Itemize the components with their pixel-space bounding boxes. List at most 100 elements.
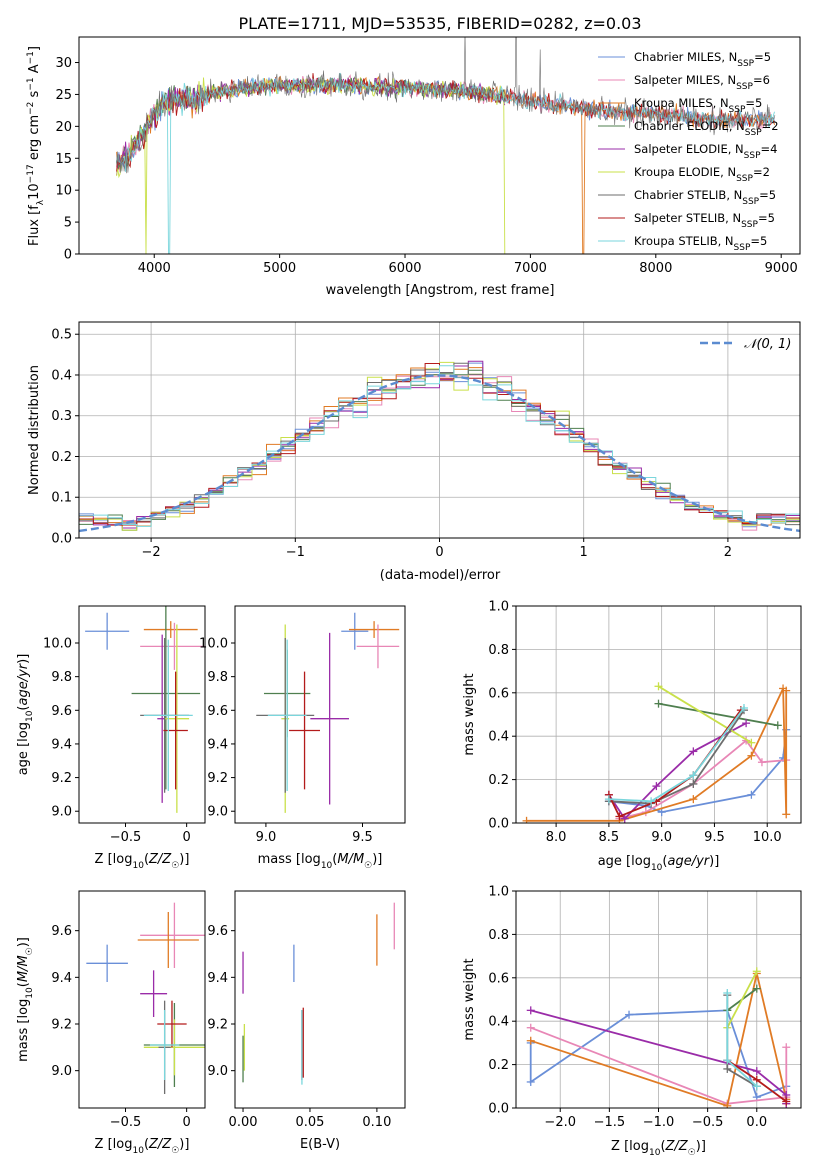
error-bar-point (143, 621, 198, 638)
error-bar-point (157, 1000, 187, 1048)
error-bar-point (140, 622, 205, 670)
mass-weight-marker (689, 795, 698, 804)
x-tick-label: 1 (580, 545, 588, 560)
mass-weight-marker (522, 816, 531, 823)
mass-weight-marker (657, 808, 666, 817)
mass-weight-line (530, 1026, 788, 1105)
y-axis-label: age [log10(age/yr)] (16, 654, 35, 776)
mass-weight-marker (757, 758, 766, 767)
mass-weight-line (726, 970, 758, 1029)
x-tick-label: 0.10 (362, 1115, 391, 1130)
y-tick-label: 9.0 (207, 1064, 228, 1079)
mass-weight-marker (526, 1006, 535, 1015)
legend-label: Chabrier MILES, NSSP=5 (634, 50, 771, 69)
mass-weight-line (658, 685, 752, 744)
legend-label: Salpeter MILES, NSSP=6 (634, 73, 770, 92)
y-tick-label: 0.0 (488, 1102, 509, 1117)
x-axis-label: Z [log10(Z/Z☉)] (95, 1137, 190, 1156)
x-tick-label: −1.0 (643, 1115, 675, 1130)
y-tick-label: 20 (55, 120, 72, 135)
mass-weight-marker (752, 984, 761, 993)
x-axis-label: age [log10(age/yr)] (598, 854, 720, 873)
plot-area (256, 612, 400, 813)
x-tick-label: −2 (142, 545, 161, 560)
error-bar-point (356, 624, 400, 669)
x-tick-label: 8.5 (599, 830, 620, 845)
mass-weight-marker (742, 719, 751, 728)
y-tick-label: 0.2 (51, 450, 72, 465)
x-tick-label: −1.5 (594, 1115, 626, 1130)
legend-label: Salpeter STELIB, NSSP=5 (634, 211, 775, 230)
y-tick-label: 9.6 (207, 924, 228, 939)
x-axis-label: mass [log10(M/M☉)] (258, 852, 383, 871)
y-tick-label: 0.4 (488, 730, 509, 745)
y-tick-label: 5 (64, 216, 72, 231)
y-tick-label: 9.0 (51, 805, 72, 820)
mass-weight-line (608, 707, 745, 803)
y-tick-label: 1.0 (488, 885, 509, 900)
x-tick-label: 6000 (388, 261, 421, 276)
error-bar-point (310, 632, 349, 805)
legend-label: Kroupa STELIB, NSSP=5 (634, 234, 767, 253)
normal-reference-curve (79, 374, 800, 533)
mass-weight-marker (689, 747, 698, 756)
mass-weight-line (608, 729, 788, 814)
y-tick-label: 25 (55, 88, 72, 103)
y-axis-label: Flux [fλ10−17 erg cm−2 s−1 A−1] (26, 46, 46, 246)
legend-label: Kroupa MILES, NSSP=5 (634, 96, 762, 115)
x-tick-label: 10.0 (753, 830, 782, 845)
y-tick-label: 0.1 (51, 491, 72, 506)
panel-spectrum: 4000 5000 6000 7000 8000 9000 0 5 10 15 20 25 30 wave… (26, 36, 801, 298)
x-tick-label: −0.5 (110, 830, 142, 845)
y-tick-label: 9.4 (207, 737, 228, 752)
error-bar-point (267, 639, 307, 792)
y-tick-label: 0.0 (51, 532, 72, 547)
x-tick-label: 0 (183, 830, 191, 845)
mass-weight-marker (782, 1097, 791, 1106)
mass-weight-marker (526, 1036, 535, 1045)
plot-area (116, 37, 776, 254)
y-tick-label: 9.2 (51, 1018, 72, 1033)
panel-residuals: −2 −1 0 1 2 0.0 0.1 0.2 0.3 0.4 0.5 (data-model)/er… (27, 321, 801, 583)
mass-weight-marker (654, 682, 663, 691)
y-axis-label: Normed distribution (27, 365, 42, 495)
y-tick-label: 30 (55, 56, 72, 71)
mass-weight-marker (615, 812, 624, 821)
error-bar-point (289, 671, 320, 790)
panel-mass_weight_vs_Z: −2.0 −1.5 −1.0 −0.5 0.0 0.0 0.2 0.4 0.6 0.8 1.0 Z [… (462, 885, 802, 1158)
y-tick-label: 0.8 (488, 928, 509, 943)
x-tick-label: 0 (183, 1115, 191, 1130)
mass-weight-marker (782, 810, 791, 819)
legend-label: Salpeter ELODIE, NSSP=4 (634, 142, 777, 161)
error-bar-point (348, 621, 400, 638)
error-bar-point (143, 1019, 205, 1076)
histogram-step (79, 365, 800, 527)
mass-weight-marker (747, 738, 756, 747)
y-tick-label: 0.3 (51, 409, 72, 424)
mass-weight-marker (625, 1010, 634, 1019)
y-tick-label: 10.0 (199, 637, 228, 652)
panel-age_vs_Z: −0.5 0 9.0 9.2 9.4 9.6 9.8 10.0 Z [log10(Z/Z☉)] a… (16, 605, 206, 871)
legend-label: Kroupa ELODIE, NSSP=2 (634, 165, 770, 184)
y-tick-label: 10.0 (43, 637, 72, 652)
legend-label: Chabrier STELIB, NSSP=5 (634, 188, 776, 207)
y-tick-label: 9.2 (51, 771, 72, 786)
plot-area (86, 902, 205, 1094)
error-bar-point (149, 1010, 180, 1080)
plot-area (85, 606, 205, 813)
x-tick-label: 7000 (514, 261, 547, 276)
x-tick-label: 9.0 (651, 830, 672, 845)
axes-frame (234, 890, 406, 1109)
mass-weight-marker (652, 782, 661, 791)
mass-weight-marker (647, 797, 656, 806)
y-tick-label: 1.0 (488, 600, 509, 615)
mass-weight-marker (604, 795, 613, 804)
mass-weight-marker (689, 771, 698, 780)
y-tick-label: 10 (55, 184, 72, 199)
mass-weight-marker (526, 1023, 535, 1032)
figure-title: PLATE=1711, MJD=53535, FIBERID=0282, z=0… (238, 14, 641, 33)
mass-weight-marker (782, 686, 791, 695)
axes-frame (78, 605, 206, 824)
x-tick-label: 9000 (765, 261, 798, 276)
x-tick-label: 0.00 (229, 1115, 258, 1130)
